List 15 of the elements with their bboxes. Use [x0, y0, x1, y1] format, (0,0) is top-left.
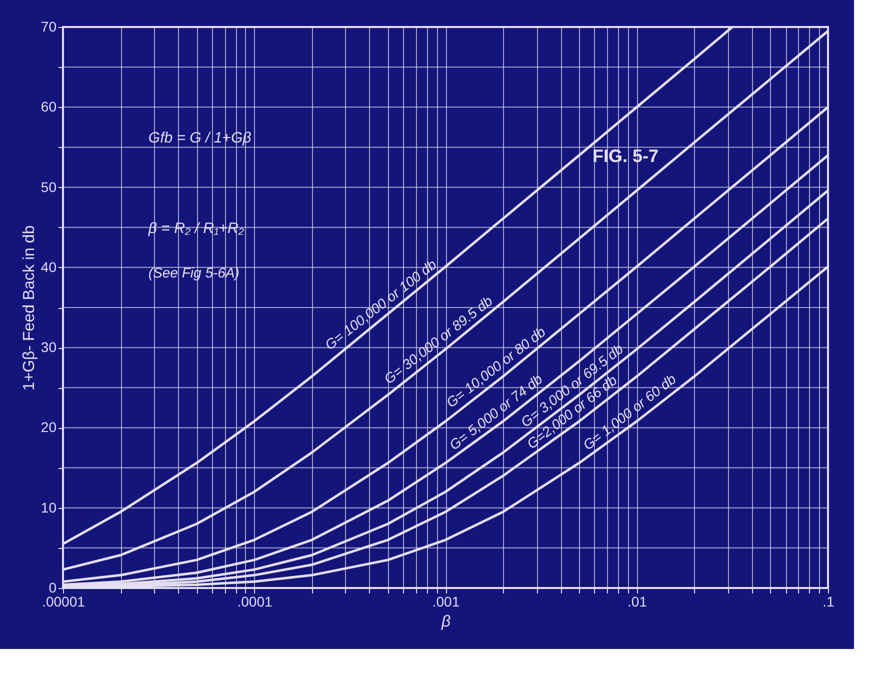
y-tick-label: 70 — [40, 18, 57, 34]
y-tick-label: 50 — [40, 178, 57, 195]
y-tick-label: 0 — [48, 580, 57, 596]
x-tick-label: .00001 — [42, 594, 86, 610]
x-tick-label: .01 — [628, 594, 648, 610]
x-tick-label: .0001 — [237, 594, 272, 610]
y-tick-label: 20 — [40, 419, 57, 436]
x-axis-title: β — [440, 614, 451, 630]
x-tick-label: .001 — [432, 594, 460, 610]
y-axis-title: 1+Gβ- Feed Back in db — [20, 225, 38, 391]
y-tick-label: 30 — [40, 339, 57, 356]
x-tick-label: .1 — [822, 594, 835, 610]
y-tick-label: 10 — [40, 499, 57, 516]
y-tick-label: 40 — [40, 258, 57, 275]
y-tick-label: 60 — [40, 98, 57, 115]
